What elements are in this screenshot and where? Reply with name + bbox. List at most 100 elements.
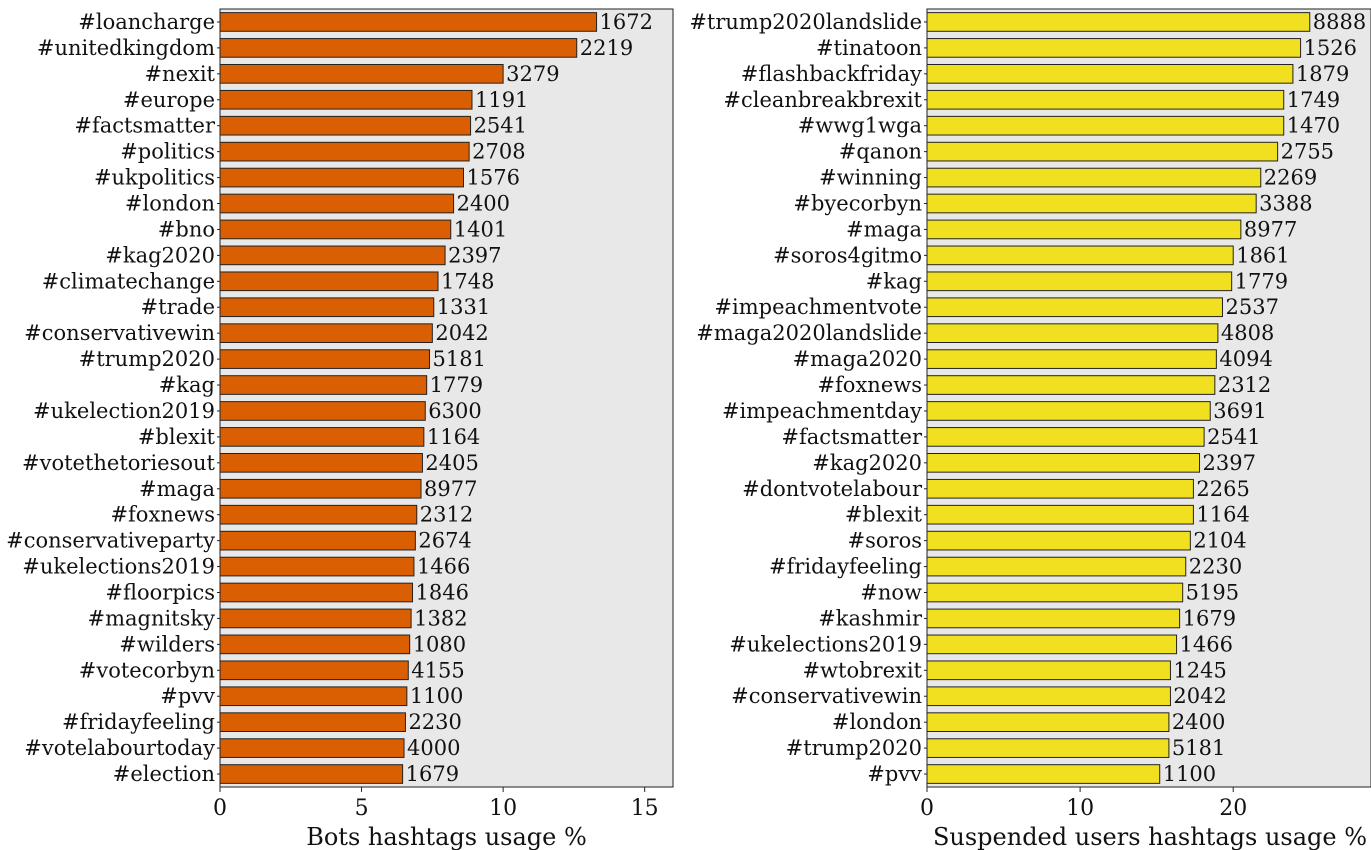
category-label: #qanon <box>839 140 922 164</box>
category-label: #kag <box>159 373 215 397</box>
bar <box>926 427 1205 447</box>
bar-data-label: 2405 <box>425 451 478 475</box>
bar <box>219 297 435 318</box>
plot-area <box>219 8 674 788</box>
bar-data-label: 3691 <box>1213 399 1266 423</box>
bar <box>926 608 1181 629</box>
category-label: #blexit <box>138 425 216 449</box>
bar-data-label: 2312 <box>420 503 473 527</box>
category-label: #impeachmentday <box>722 399 922 423</box>
bar-data-label: 1861 <box>1236 243 1289 267</box>
bar <box>926 712 1170 733</box>
category-label: #ukelection2019 <box>33 399 215 423</box>
category-label: #ukpolitics <box>94 166 215 190</box>
bar <box>219 452 423 473</box>
bar <box>219 427 425 447</box>
bar-data-label: 2042 <box>1173 684 1226 708</box>
category-label: #loancharge <box>78 10 215 34</box>
x-tick-label: 10 <box>489 796 517 821</box>
bar <box>926 245 1234 266</box>
bar <box>926 401 1211 421</box>
bar-data-label: 1466 <box>417 555 470 579</box>
x-axis-label: Suspended users hashtags usage % <box>933 823 1367 850</box>
bar <box>926 89 1285 110</box>
category-label: #factsmatter <box>781 425 923 449</box>
bots-hashtags-chart: 1672 #loancharge 2219 #unitedkingdom 3279 #ne… <box>6 8 674 850</box>
category-label: #maga <box>139 477 215 501</box>
bar <box>219 686 408 707</box>
category-label: #fridayfeeling <box>62 710 215 734</box>
bar-data-label: 1080 <box>413 632 466 656</box>
bar-data-label: 1526 <box>1304 36 1357 60</box>
bar-data-label: 1100 <box>1163 762 1216 786</box>
bar-data-label: 1879 <box>1296 62 1349 86</box>
bar-data-label: 1779 <box>1235 269 1288 293</box>
bar <box>219 764 404 784</box>
category-label: #tinatoon <box>816 36 922 60</box>
x-tick-label: 10 <box>1066 796 1094 821</box>
bar-data-label: 2708 <box>472 140 525 164</box>
category-label: #maga2020landslide <box>696 321 922 345</box>
bar-data-label: 1245 <box>1173 658 1226 682</box>
category-label: #ukelections2019 <box>22 555 215 579</box>
category-label: #climatechange <box>42 269 215 293</box>
category-label: #trump2020 <box>786 736 922 760</box>
bar-data-label: 2400 <box>457 192 510 216</box>
bar-data-label: 8888 <box>1313 10 1366 34</box>
bar <box>926 634 1178 655</box>
x-tick-label: 0 <box>213 796 227 821</box>
bar-data-label: 1401 <box>454 217 507 241</box>
bar <box>219 660 409 681</box>
bar-data-label: 2104 <box>1193 529 1246 553</box>
bar-data-label: 4000 <box>407 736 460 760</box>
category-label: #trade <box>141 295 215 319</box>
bar <box>926 556 1187 577</box>
category-label: #impeachmentvote <box>714 295 922 319</box>
bar <box>219 141 470 162</box>
category-label: #london <box>832 710 922 734</box>
x-tick-label: 0 <box>920 796 934 821</box>
category-label: #bno <box>158 217 215 241</box>
category-label: #flashbackfriday <box>741 62 922 86</box>
category-label: #london <box>125 192 215 216</box>
bar-data-label: 1191 <box>475 88 528 112</box>
bar-data-label: 1672 <box>600 10 653 34</box>
bar-data-label: 2397 <box>448 243 501 267</box>
bar <box>219 167 464 188</box>
bar <box>926 297 1223 318</box>
bar <box>219 271 439 292</box>
x-tick-label: 5 <box>355 796 369 821</box>
bar <box>926 582 1184 603</box>
category-label: #foxnews <box>110 503 215 527</box>
bar-data-label: 1164 <box>1196 503 1249 527</box>
bar <box>219 12 598 32</box>
bar <box>926 219 1242 240</box>
bar-data-label: 1100 <box>410 684 463 708</box>
bar-data-label: 1164 <box>427 425 480 449</box>
bar-data-label: 5181 <box>1172 736 1225 760</box>
bar <box>219 582 414 603</box>
bar <box>926 115 1285 136</box>
category-label: #soros <box>848 529 922 553</box>
bar <box>926 375 1216 395</box>
bar <box>219 193 455 214</box>
bar <box>219 89 473 110</box>
bar-data-label: 2397 <box>1203 451 1256 475</box>
category-label: #europe <box>123 88 215 112</box>
category-label: #conservativewin <box>24 321 215 345</box>
category-label: #nexit <box>144 62 215 86</box>
bar <box>219 349 431 369</box>
bar <box>926 660 1171 681</box>
bar-data-label: 6300 <box>428 399 481 423</box>
category-label: #kag <box>866 269 922 293</box>
bar-data-label: 4808 <box>1221 321 1274 345</box>
bar <box>219 530 416 551</box>
x-tick-label: 15 <box>631 796 659 821</box>
category-label: #now <box>860 581 922 605</box>
bar-data-label: 2230 <box>1189 555 1242 579</box>
bar <box>219 245 446 266</box>
bar <box>926 38 1302 58</box>
bar <box>219 608 412 629</box>
bar-data-label: 8977 <box>424 477 477 501</box>
category-label: #votecorbyn <box>79 658 215 682</box>
